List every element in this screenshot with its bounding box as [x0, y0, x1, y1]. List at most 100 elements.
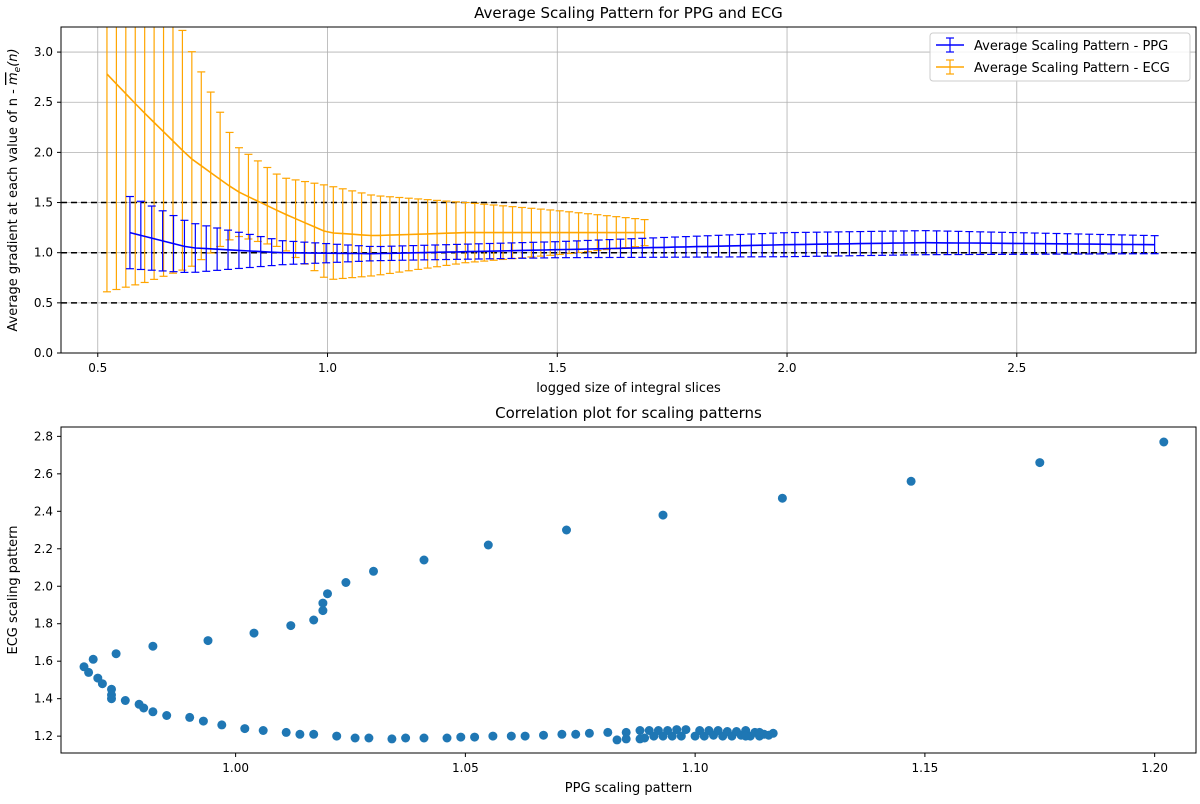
x-tick-label: 1.0	[318, 361, 337, 375]
scatter-point	[198, 716, 208, 726]
x-tick-label: 1.20	[1141, 761, 1168, 775]
x-tick-label: 2.5	[1007, 361, 1026, 375]
scatter-point	[258, 726, 268, 735]
scatter-point	[281, 727, 291, 737]
scatter-point	[419, 555, 429, 565]
scatter-point	[369, 566, 378, 576]
scatter-point	[562, 525, 571, 535]
scatter-point	[107, 694, 116, 704]
y-tick-label: 1.5	[34, 196, 53, 210]
y-tick-label: 1.6	[34, 654, 53, 668]
scatter-point	[139, 703, 149, 713]
scatter-point	[309, 615, 319, 625]
scatter-point	[97, 679, 107, 689]
series-ppg	[125, 195, 1159, 274]
scatter-point	[249, 628, 259, 638]
scatter-point	[318, 598, 328, 608]
scatter-point	[681, 725, 691, 735]
y-tick-label: 2.0	[34, 145, 53, 159]
scatter-point	[401, 733, 411, 743]
scatter-point	[350, 733, 360, 743]
scatter-point	[520, 731, 530, 741]
scatter-point	[777, 493, 787, 503]
y-tick-label: 0.5	[34, 296, 53, 310]
scatter-point	[488, 731, 498, 741]
scatter-point	[203, 636, 213, 646]
scatter-point	[456, 732, 466, 742]
x-tick-label: 1.00	[222, 761, 249, 775]
y-tick-label: 2.4	[34, 504, 53, 518]
scatter-point	[768, 728, 778, 738]
x-tick-label: 1.15	[912, 761, 939, 775]
scatter-point	[295, 729, 305, 739]
y-axis-label-symbol: m	[6, 72, 21, 85]
x-axis-label: PPG scaling pattern	[565, 781, 692, 796]
scatter-point	[286, 621, 296, 631]
scatter-point	[667, 731, 677, 741]
scatter-point	[185, 712, 195, 722]
y-tick-label: 2.6	[34, 467, 53, 481]
x-tick-label: 1.05	[452, 761, 479, 775]
y-tick-label: 1.2	[34, 729, 53, 743]
y-tick-label: 2.8	[34, 429, 53, 443]
y-tick-label: 3.0	[34, 45, 53, 59]
reference-lines	[61, 201, 1196, 304]
scatter-point	[332, 731, 342, 741]
chart-title: Correlation plot for scaling patterns	[495, 404, 762, 422]
scatter-point	[148, 707, 158, 717]
scatter-point	[323, 589, 332, 599]
scatter-point	[539, 730, 548, 740]
y-axis-label: ECG scaling pattern	[6, 526, 21, 655]
y-axis: 0.0 0.5 1.0 1.5 2.0 2.5 3.0	[34, 45, 61, 360]
scatter-point	[483, 540, 493, 550]
y-axis: 1.2 1.4 1.6 1.8 2.0 2.2 2.4 2.6 2.8	[34, 429, 61, 743]
scatter-point	[676, 731, 686, 741]
scaling-pattern-chart: 0.5 1.0 1.5 2.0 2.5 0.0 0.5 1.0 1.5 2.0 2.5 3.0 Av…	[6, 4, 1197, 396]
x-tick-label: 0.5	[88, 361, 107, 375]
scatter-point	[741, 731, 751, 741]
legend-ecg-symbol	[936, 59, 964, 75]
x-axis: 1.00 1.05 1.10 1.15 1.20	[222, 753, 1168, 775]
mean-line	[129, 231, 1155, 255]
scatter-point	[162, 711, 172, 720]
y-axis-label: Average gradient at each value of n - me…	[6, 48, 23, 331]
x-tick-label: 1.10	[682, 761, 709, 775]
scatter-point	[309, 729, 319, 739]
scatter-point	[442, 733, 452, 743]
scatter-point	[120, 696, 130, 705]
scatter-point	[635, 726, 645, 735]
scatter-point	[341, 578, 351, 587]
scatter-point	[148, 641, 158, 651]
y-axis-label-prefix: Average gradient at each value of n -	[6, 85, 21, 332]
x-tick-label: 1.5	[548, 361, 567, 375]
scatter-point	[603, 727, 613, 737]
scatter-point	[1035, 458, 1045, 468]
y-tick-label: 0.0	[34, 346, 53, 360]
scatter-point	[387, 734, 397, 744]
correlation-chart: 1.00 1.05 1.10 1.15 1.20 1.2 1.4 1.6 1.8 2.0 2.2 2…	[6, 404, 1197, 796]
plot-frame	[60, 426, 1197, 754]
scatter-point	[584, 728, 594, 738]
scatter-point	[84, 667, 94, 677]
scatter-point	[612, 735, 622, 745]
scatter-points	[79, 437, 1169, 745]
x-axis: 0.5 1.0 1.5 2.0 2.5	[88, 353, 1026, 375]
scatter-point	[672, 725, 682, 735]
legend-entry-ppg: Average Scaling Pattern - PPG	[974, 39, 1168, 54]
y-tick-label: 2.0	[34, 579, 53, 593]
scatter-point	[621, 734, 631, 744]
scatter-point	[419, 733, 429, 743]
legend-ppg-symbol	[936, 37, 964, 53]
y-tick-label: 1.8	[34, 617, 53, 631]
legend-entry-ecg: Average Scaling Pattern - ECG	[974, 61, 1170, 76]
legend-box	[929, 32, 1191, 82]
scatter-point	[906, 476, 916, 486]
y-tick-label: 1.4	[34, 692, 53, 706]
y-axis-label-subscript: e	[13, 66, 23, 72]
scatter-point	[318, 606, 328, 616]
chart-title: Average Scaling Pattern for PPG and ECG	[474, 4, 783, 22]
legend: Average Scaling Pattern - PPG Average Sc…	[929, 32, 1191, 82]
series-group	[102, 27, 1159, 293]
